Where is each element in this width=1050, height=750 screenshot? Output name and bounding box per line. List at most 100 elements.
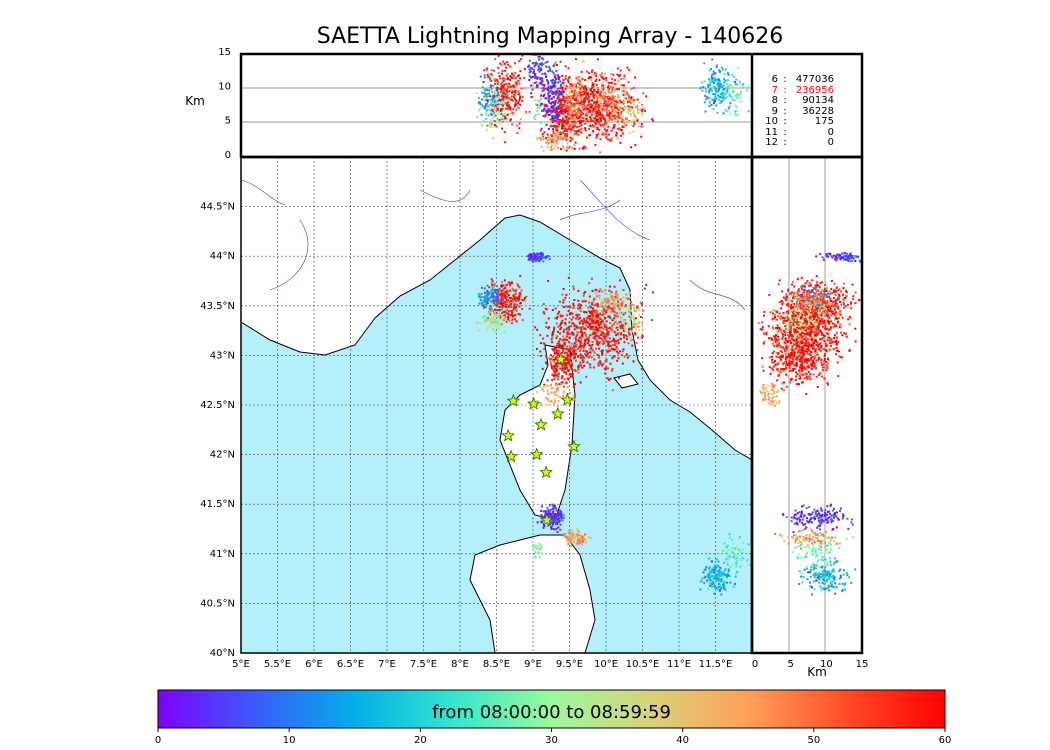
source-point [588,301,591,304]
source-point [730,86,733,89]
source-point [554,518,557,521]
source-point [540,509,543,512]
source-point [489,72,492,75]
source-point [596,95,599,98]
source-point [638,313,641,316]
source-point [734,83,737,86]
source-point [804,343,807,346]
source-point [614,111,617,114]
source-point [628,98,631,101]
source-point [537,255,540,258]
source-point [630,112,633,115]
source-point [563,378,566,381]
source-point [569,91,572,94]
station-star-icon [529,447,544,461]
source-point [582,349,585,352]
source-point [763,341,766,344]
source-point [498,314,501,317]
source-point [490,308,493,311]
source-point [506,73,509,76]
source-point [534,257,537,260]
source-point [820,344,823,347]
source-point [827,308,830,311]
source-point [804,320,807,323]
source-point [588,317,591,320]
source-point [573,325,576,328]
source-point [498,98,501,101]
source-point [824,287,827,290]
source-point [562,335,565,338]
source-point [715,573,718,576]
source-point [588,295,591,298]
source-point [545,104,548,107]
source-point [607,104,610,107]
source-point [544,307,547,310]
source-point [567,378,570,381]
source-point [792,338,795,341]
source-point [488,309,491,312]
source-point [724,98,727,101]
source-point [584,97,587,100]
source-point [517,106,520,109]
source-point [557,96,560,99]
source-point [580,328,583,331]
lightning-cluster [562,528,593,547]
source-point [533,115,536,118]
source-point [592,300,595,303]
source-point [782,296,785,299]
source-point [578,147,581,150]
source-point [553,116,556,119]
source-point [534,81,537,84]
source-point [566,128,569,131]
source-point [512,84,515,87]
source-point [596,120,599,123]
source-point [494,82,497,85]
source-point [728,533,731,536]
source-point [567,95,570,98]
source-point [488,292,491,295]
source-point [800,346,803,349]
source-point [616,114,619,117]
source-point [590,277,593,280]
source-point [514,105,517,108]
source-point [614,117,617,120]
source-point [496,89,499,92]
source-point [705,566,708,569]
source-point [559,107,562,110]
source-point [588,102,591,105]
source-point [577,108,580,111]
source-point [804,288,807,291]
source-point [588,322,591,325]
source-point [500,121,503,124]
source-point [598,100,601,103]
source-point [548,94,551,97]
source-point [504,293,507,296]
source-point [503,89,506,92]
source-point [585,117,588,120]
source-point [607,125,610,128]
source-point [633,115,636,118]
source-point [709,67,712,70]
source-point [542,63,545,66]
source-point [510,313,513,316]
source-point [731,91,734,94]
source-point [628,96,631,99]
source-point [548,136,551,139]
source-point [628,314,631,317]
source-point [612,87,615,90]
source-point [713,586,716,589]
source-point [601,350,604,353]
source-point [494,108,497,111]
source-point [813,311,816,314]
source-point [726,72,729,75]
source-point [507,312,510,315]
source-point [815,275,818,278]
source-point [619,350,622,353]
source-point [595,314,598,317]
source-point [607,109,610,112]
source-point [784,338,787,341]
source-point [595,115,598,118]
source-point [849,302,852,305]
source-point [546,390,549,393]
source-point [549,514,552,517]
